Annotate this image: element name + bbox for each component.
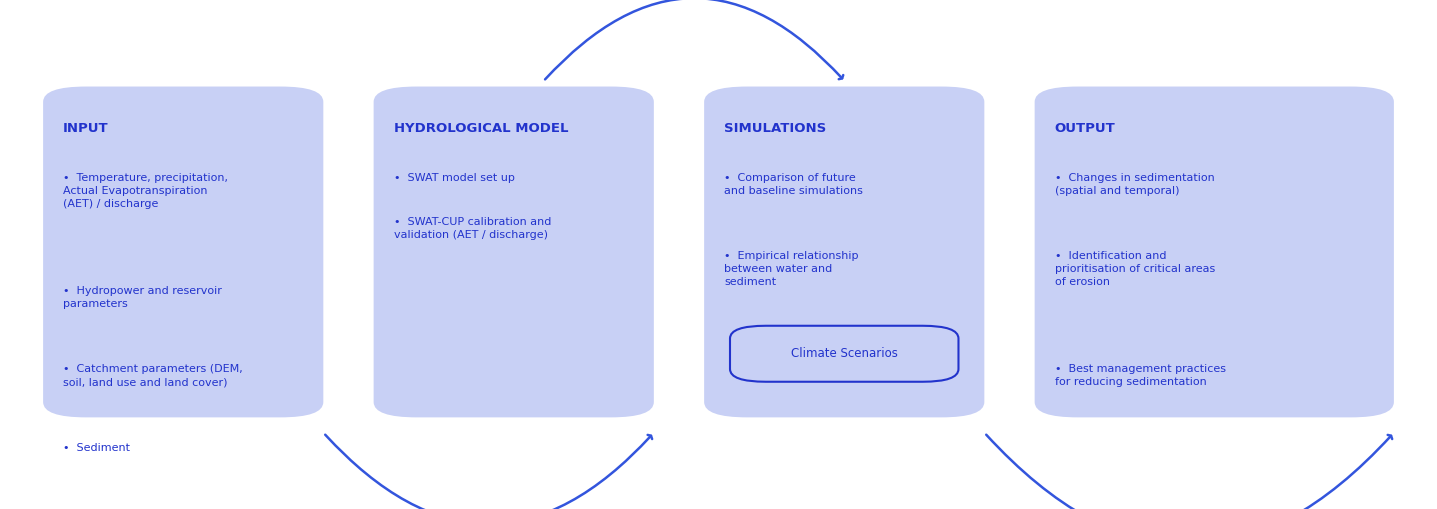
Text: •  Catchment parameters (DEM,
soil, land use and land cover): • Catchment parameters (DEM, soil, land …: [63, 364, 243, 387]
Text: •  Identification and
prioritisation of critical areas
of erosion: • Identification and prioritisation of c…: [1055, 251, 1216, 287]
FancyBboxPatch shape: [704, 87, 984, 417]
Text: OUTPUT: OUTPUT: [1055, 122, 1115, 135]
Text: HYDROLOGICAL MODEL: HYDROLOGICAL MODEL: [394, 122, 568, 135]
Text: INPUT: INPUT: [63, 122, 109, 135]
FancyBboxPatch shape: [1035, 87, 1394, 417]
Text: •  SWAT model set up: • SWAT model set up: [394, 173, 514, 183]
Text: Climate Scenarios: Climate Scenarios: [790, 347, 898, 360]
Text: •  Comparison of future
and baseline simulations: • Comparison of future and baseline simu…: [724, 173, 864, 196]
Text: SIMULATIONS: SIMULATIONS: [724, 122, 826, 135]
Text: •  SWAT-CUP calibration and
validation (AET / discharge): • SWAT-CUP calibration and validation (A…: [394, 217, 552, 240]
Text: •  Temperature, precipitation,
Actual Evapotranspiration
(AET) / discharge: • Temperature, precipitation, Actual Eva…: [63, 173, 228, 209]
FancyBboxPatch shape: [374, 87, 654, 417]
FancyBboxPatch shape: [43, 87, 323, 417]
Text: •  Hydropower and reservoir
parameters: • Hydropower and reservoir parameters: [63, 286, 223, 309]
Text: •  Best management practices
for reducing sedimentation: • Best management practices for reducing…: [1055, 364, 1226, 387]
Text: •  Empirical relationship
between water and
sediment: • Empirical relationship between water a…: [724, 251, 859, 287]
Text: •  Sediment: • Sediment: [63, 443, 131, 453]
Text: •  Changes in sedimentation
(spatial and temporal): • Changes in sedimentation (spatial and …: [1055, 173, 1214, 196]
